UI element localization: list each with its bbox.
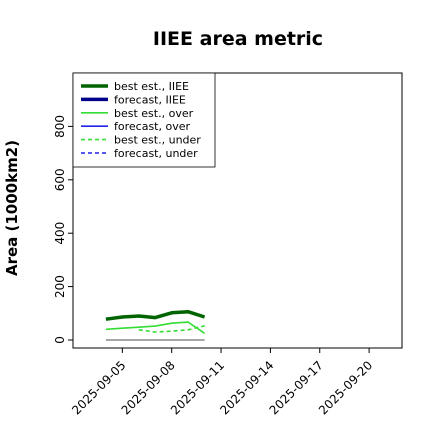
y-tick-label: 600 <box>53 168 67 191</box>
y-axis: 0 200 400 600 800 <box>53 115 73 344</box>
y-tick-label: 200 <box>53 275 67 298</box>
plot-frame <box>72 72 403 349</box>
series-line-2 <box>105 321 206 334</box>
legend-label: best est., IIEE <box>114 80 189 93</box>
legend-label: best est., over <box>114 107 194 120</box>
chart-title: IIEE area metric <box>153 28 323 50</box>
y-axis-label: Area (1000km2) <box>3 140 21 276</box>
y-tick-label: 400 <box>53 222 67 245</box>
legend-label: forecast, over <box>114 120 190 133</box>
series-line-0 <box>105 309 206 321</box>
legend-label: forecast, IIEE <box>114 93 186 106</box>
series-layer <box>105 309 206 334</box>
y-tick-label: 800 <box>53 115 67 138</box>
legend-label: forecast, under <box>114 147 198 160</box>
legend-label: best est., under <box>114 134 201 147</box>
x-tick-label: 2025-09-20 <box>316 358 375 417</box>
legend-box <box>72 72 216 168</box>
x-axis: 2025-09-052025-09-082025-09-112025-09-14… <box>69 348 375 417</box>
y-tick-label: 0 <box>53 336 67 344</box>
